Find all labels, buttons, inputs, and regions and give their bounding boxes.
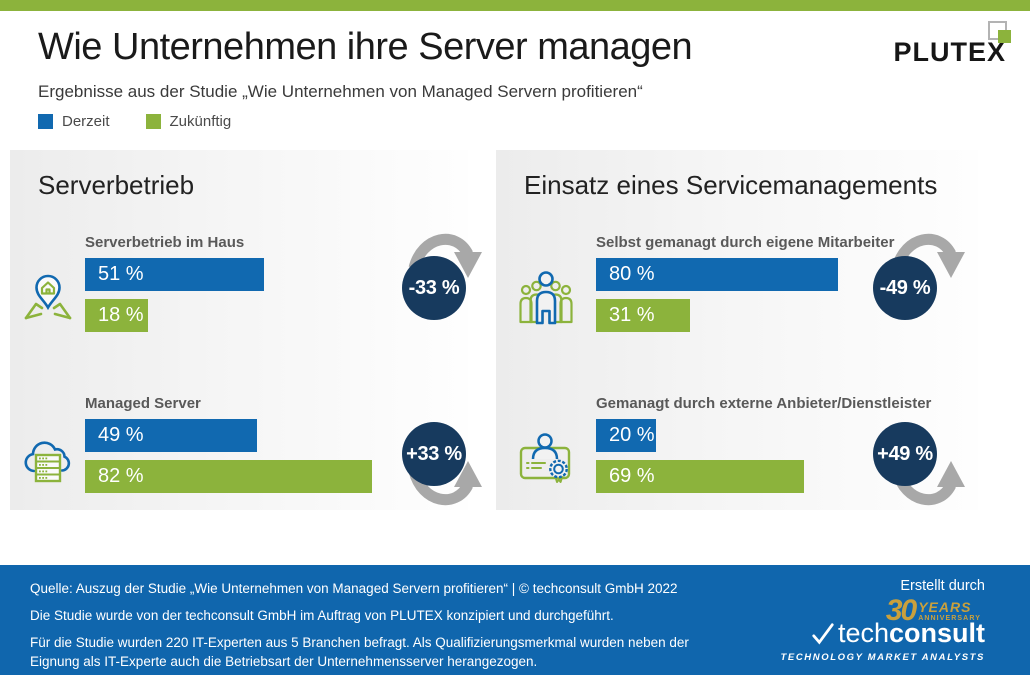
techconsult-tagline: TECHNOLOGY MARKET ANALYSTS [780,651,985,663]
legend-label-derzeit: Derzeit [62,113,110,130]
legend-label-zukuenftig: Zukünftig [169,113,232,130]
change-indicator: -33 % [402,226,490,334]
panel-title: Serverbetrieb [38,170,195,200]
techconsult-wordmark: tech consult [780,618,985,649]
bars-group: Serverbetrieb im Haus 51 % 18 % [85,234,435,340]
chart-row-serverbetrieb-im-haus: Serverbetrieb im Haus 51 % 18 % [10,233,482,340]
change-indicator: +49 % [873,413,965,521]
bar-future: 69 % [596,460,805,493]
bar-future: 82 % [85,460,372,493]
bars-group: Managed Server 49 % 82 % [85,395,435,501]
source-line-2: Die Studie wurde von der techconsult Gmb… [30,607,614,623]
bar-current-value: 20 % [609,424,655,446]
plutex-logo-text: PLUTEX [893,37,1006,67]
bar-current: 49 % [85,419,257,452]
plutex-green-square [998,30,1011,43]
subtitle: Ergebnisse aus der Studie „Wie Unternehm… [38,82,643,101]
anniversary-years-label: YEARS [918,598,972,615]
anniversary-badge: 30 YEARS ANNIVERSARY [780,594,981,627]
bar-current: 51 % [85,258,264,291]
bar-future-value: 69 % [609,465,655,487]
panel-serverbetrieb: Serverbetrieb Serverbetrieb im Haus [10,150,482,510]
bar-current-value: 51 % [98,263,144,285]
source-line-3: Für die Studie wurden 220 IT-Experten au… [30,634,689,669]
header: Wie Unternehmen ihre Server managen Erge… [0,11,1030,130]
bar-group-label: Gemanagt durch externe Anbieter/Dienstle… [596,395,932,412]
charts-area: Serverbetrieb Serverbetrieb im Haus [10,150,1020,510]
anniversary-number: 30 [885,594,917,627]
bar-group-label: Managed Server [85,395,201,412]
legend-item-zukuenftig: Zukünftig [145,113,232,130]
people-group-icon [496,234,596,340]
created-by-label: Erstellt durch [900,578,985,594]
change-badge: +33 % [402,422,466,486]
legend-swatch-derzeit [38,114,53,129]
chart-row-selbst-gemanagt: Selbst gemanagt durch eigene Mitarbeiter… [496,233,978,340]
arrow-down-icon [408,233,482,278]
change-indicator: -49 % [873,226,965,334]
chart-row-managed-server: Managed Server 49 % 82 % [10,395,482,506]
change-value: -49 % [879,276,931,299]
bar-future: 31 % [596,299,690,332]
panel-servicemanagement: Einsatz eines Servicemanagements [496,150,978,510]
legend: Derzeit Zukünftig [38,113,1030,130]
footer: Quelle: Auszug der Studie „Wie Unternehm… [0,565,1030,675]
wordmark-consult: consult [888,618,985,648]
bar-current: 80 % [596,258,838,291]
bar-current-value: 49 % [98,424,144,446]
change-badge: +49 % [873,422,937,486]
page-title: Wie Unternehmen ihre Server managen [38,26,693,68]
bars-group: Selbst gemanagt durch eigene Mitarbeiter… [596,234,898,340]
bar-group-label: Selbst gemanagt durch eigene Mitarbeiter [596,234,895,251]
bar-group-label: Serverbetrieb im Haus [85,234,245,251]
bar-current-value: 80 % [609,263,655,285]
plutex-squares-icon [988,21,1014,47]
top-accent-bar [0,0,1030,11]
chart-row-extern-gemanagt: Gemanagt durch externe Anbieter/Dienstle… [496,395,978,506]
panel-title: Einsatz eines Servicemanagements [524,170,938,200]
cloud-server-icon [10,395,85,501]
plutex-logo: PLUTEX [893,21,1011,68]
change-badge: -33 % [402,256,466,320]
bar-future-value: 82 % [98,465,144,487]
change-value: +49 % [877,442,933,465]
checkmark-icon [811,621,835,647]
bar-future-value: 31 % [609,304,655,326]
map-pin-house-icon [10,234,85,340]
bars-group: Gemanagt durch externe Anbieter/Dienstle… [596,395,931,501]
source-line-1: Quelle: Auszug der Studie „Wie Unternehm… [30,581,678,596]
wordmark-tech: tech [837,618,889,648]
legend-swatch-zukuenftig [145,114,161,129]
id-card-badge-icon [496,395,596,501]
techconsult-logo: 30 YEARS ANNIVERSARY tech consult TECHNOL… [780,594,985,663]
change-indicator: +33 % [402,413,490,521]
bar-future: 18 % [85,299,148,332]
source-text: Quelle: Auszug der Studie „Wie Unternehm… [30,580,730,680]
bar-current: 20 % [596,419,657,452]
legend-item-derzeit: Derzeit [38,113,110,130]
change-value: +33 % [406,442,462,465]
bar-future-value: 18 % [98,304,144,326]
change-badge: -49 % [873,256,937,320]
anniversary-label: ANNIVERSARY [918,614,981,622]
created-by-block: Erstellt durch 30 YEARS ANNIVERSARY tech… [780,578,985,663]
change-value: -33 % [408,276,460,299]
